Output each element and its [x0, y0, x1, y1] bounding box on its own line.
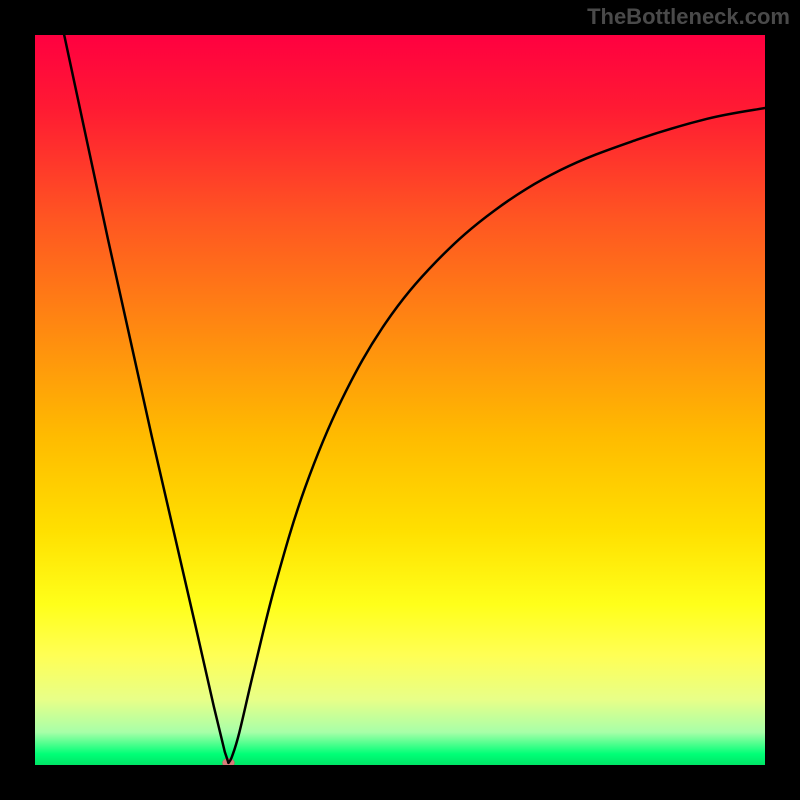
plot-area	[35, 35, 765, 765]
curve-left-branch	[64, 35, 228, 763]
chart-container: TheBottleneck.com	[0, 0, 800, 800]
watermark-text: TheBottleneck.com	[587, 4, 790, 30]
bottleneck-curve	[35, 35, 765, 765]
curve-right-branch	[228, 108, 765, 763]
